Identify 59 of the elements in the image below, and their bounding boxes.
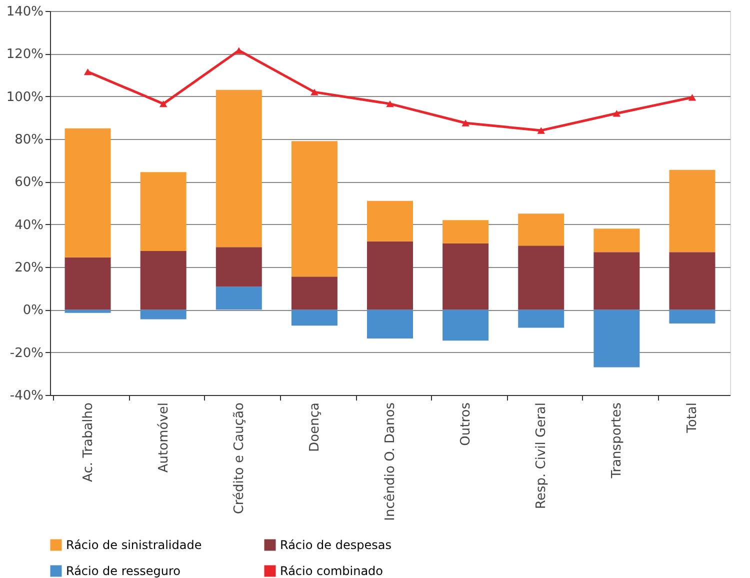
point [462,120,470,126]
point [537,127,545,134]
bar [64,257,111,310]
y-tick-label: 100% [6,90,44,105]
bar [518,246,564,310]
bar [367,200,413,242]
point [310,88,318,96]
bar [140,172,186,251]
x-tick-label: Crédito e Caução [232,402,247,514]
bar [140,310,186,320]
x-tick-label: Doença [307,402,322,452]
point [386,100,394,108]
point [159,100,168,108]
bar [216,247,262,287]
point [612,110,621,117]
legend-label: Rácio combinado [280,564,384,578]
legend-label: Rácio de despesas [280,538,392,552]
point [688,94,696,101]
bar [669,252,716,310]
point [84,68,92,76]
bar [518,310,564,328]
y-tick-label: 20% [14,260,44,276]
x-tick-label: Transportes [610,402,625,480]
y-tick-label: 80% [14,132,44,148]
y-tick-label: -40% [10,388,44,404]
bar [442,310,489,341]
legend-label: Rácio de sinistralidade [66,538,202,552]
x-tick-label: Outros [458,402,474,446]
y-tick-label: 140% [6,4,44,20]
bar [367,241,413,310]
bar [518,214,564,246]
x-tick-label: Ac. Trabalho [80,402,96,482]
y-tick-label: -20% [10,346,44,361]
bar [216,286,262,310]
x-tick-label: Resp. Civil Geral [534,402,550,509]
bar [442,220,489,244]
bar [669,310,716,324]
bar [442,244,489,310]
y-tick-label: 120% [6,47,44,62]
bar [64,128,111,258]
x-tick-label: Total [685,402,700,434]
x-tick-label: Automóvel [156,402,172,473]
bar [594,310,640,368]
bar [594,228,640,252]
y-tick-label: 60% [14,175,44,190]
bar [594,252,640,310]
x-tick-label: Incêndio O. Danos [383,402,398,521]
y-tick-label: 40% [14,218,44,233]
bar [291,276,338,310]
bar [367,310,413,338]
legend-label: Rácio de resseguro [66,564,181,578]
bar [291,310,338,326]
point [235,47,243,54]
bar [216,90,262,248]
bar [291,141,338,277]
y-tick-label: 0% [22,303,44,318]
bar [140,251,186,310]
bar [669,170,716,252]
bar [64,310,111,313]
